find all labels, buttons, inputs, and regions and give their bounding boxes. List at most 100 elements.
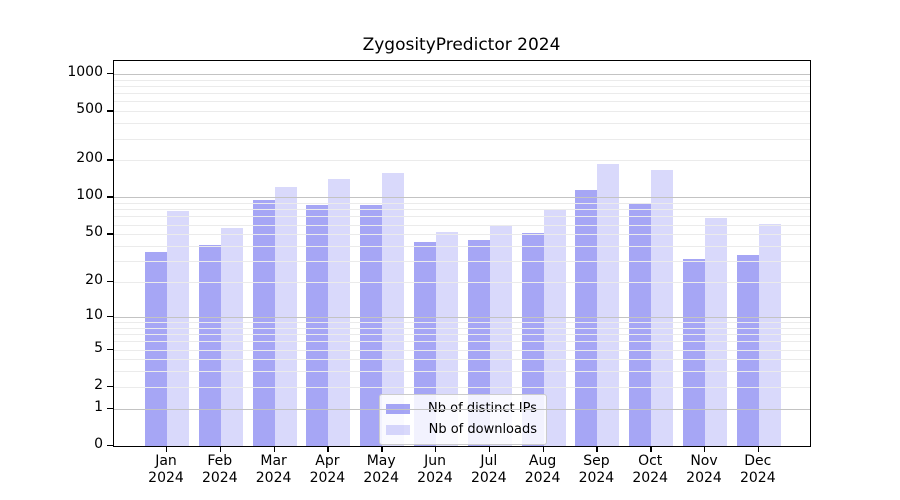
x-tick-label: Aug 2024 bbox=[524, 453, 561, 486]
bar-downloads-nov-2024 bbox=[705, 217, 727, 446]
x-tick-label: Apr 2024 bbox=[309, 453, 346, 486]
minor-gridline bbox=[114, 123, 810, 125]
x-tick-label: Dec 2024 bbox=[739, 453, 776, 486]
x-axis-tick bbox=[435, 446, 437, 452]
minor-gridline bbox=[114, 334, 810, 336]
legend-label-downloads: Nb of downloads bbox=[428, 422, 537, 437]
minor-gridline bbox=[114, 282, 810, 284]
minor-gridline bbox=[114, 341, 810, 343]
y-tick-label: 20 bbox=[85, 272, 103, 289]
y-tick-label: 1000 bbox=[67, 63, 103, 80]
x-axis-tick bbox=[704, 446, 706, 452]
x-tick-label: May 2024 bbox=[363, 453, 399, 486]
y-tick-label: 10 bbox=[85, 306, 103, 323]
y-tick-label: 2 bbox=[94, 376, 103, 393]
major-gridline bbox=[114, 73, 810, 75]
x-axis-tick bbox=[273, 446, 275, 452]
minor-gridline bbox=[114, 349, 810, 351]
y-tick-label: 5 bbox=[94, 339, 103, 356]
minor-gridline bbox=[114, 234, 810, 236]
x-axis-tick bbox=[219, 446, 222, 452]
minor-gridline bbox=[114, 371, 810, 373]
x-tick-label: Nov 2024 bbox=[686, 453, 722, 486]
bar-downloads-apr-2024 bbox=[328, 178, 351, 446]
x-axis-tick bbox=[381, 446, 383, 452]
minor-gridline bbox=[114, 359, 810, 361]
minor-gridline bbox=[114, 79, 810, 81]
x-axis-tick bbox=[327, 446, 329, 452]
minor-gridline bbox=[114, 138, 810, 140]
minor-gridline bbox=[114, 246, 810, 247]
minor-gridline bbox=[114, 322, 810, 323]
downloads-swatch bbox=[386, 424, 410, 435]
y-axis-tick bbox=[107, 348, 113, 350]
bar-distinct-ips-apr-2024 bbox=[306, 204, 329, 446]
minor-gridline bbox=[114, 111, 810, 113]
bar-downloads-jun-2024 bbox=[436, 232, 458, 446]
minor-gridline bbox=[114, 85, 810, 87]
bar-downloads-sep-2024 bbox=[597, 163, 620, 446]
bar-downloads-may-2024 bbox=[382, 172, 405, 446]
x-axis-tick bbox=[488, 446, 491, 452]
y-tick-label: 500 bbox=[76, 101, 103, 118]
y-axis-tick bbox=[107, 445, 113, 447]
minor-gridline bbox=[114, 93, 810, 95]
major-gridline bbox=[114, 408, 810, 410]
x-axis-tick bbox=[596, 446, 598, 452]
y-axis-tick bbox=[107, 233, 113, 235]
y-axis-tick bbox=[107, 159, 113, 161]
bar-downloads-oct-2024 bbox=[651, 169, 674, 446]
y-axis-tick bbox=[107, 110, 113, 112]
y-tick-label: 1 bbox=[94, 398, 103, 415]
minor-gridline bbox=[114, 101, 810, 103]
x-tick-label: Sep 2024 bbox=[578, 453, 615, 486]
x-axis-tick bbox=[757, 446, 760, 452]
bar-distinct-ips-feb-2024 bbox=[198, 244, 221, 446]
bar-distinct-ips-sep-2024 bbox=[575, 190, 598, 446]
minor-gridline bbox=[114, 209, 810, 211]
legend-row-downloads: Nb of downloads bbox=[386, 422, 537, 437]
bar-distinct-ips-jan-2024 bbox=[145, 251, 167, 446]
y-tick-label: 50 bbox=[85, 224, 103, 241]
minor-gridline bbox=[114, 203, 810, 205]
minor-gridline bbox=[114, 261, 810, 263]
x-tick-label: Feb 2024 bbox=[201, 453, 238, 486]
minor-gridline bbox=[114, 386, 810, 388]
bar-distinct-ips-oct-2024 bbox=[629, 203, 652, 446]
bar-downloads-mar-2024 bbox=[274, 186, 297, 446]
distinct-ips-swatch bbox=[386, 403, 410, 414]
x-tick-label: Jul 2024 bbox=[470, 453, 507, 486]
y-tick-label: 0 bbox=[94, 436, 103, 452]
x-axis-tick bbox=[542, 446, 544, 452]
major-gridline bbox=[114, 316, 810, 318]
bar-downloads-jul-2024 bbox=[489, 226, 512, 446]
minor-gridline bbox=[114, 160, 810, 162]
y-axis-tick bbox=[107, 72, 113, 75]
x-tick-label: Oct 2024 bbox=[632, 453, 668, 486]
bar-distinct-ips-aug-2024 bbox=[521, 233, 544, 446]
x-tick-label: Mar 2024 bbox=[255, 453, 292, 486]
y-axis-tick bbox=[107, 196, 113, 198]
legend-label-distinct-ips: Nb of distinct IPs bbox=[428, 401, 537, 416]
x-axis-tick bbox=[166, 446, 168, 452]
chart-title: ZygosityPredictor 2024 bbox=[362, 35, 561, 55]
x-axis-tick bbox=[650, 446, 652, 452]
major-gridline bbox=[114, 197, 810, 199]
x-tick-label: Jun 2024 bbox=[417, 453, 453, 486]
x-tick-label: Jan 2024 bbox=[148, 453, 184, 486]
plot-area: Nb of distinct IPs Nb of downloads bbox=[113, 60, 811, 447]
bar-distinct-ips-may-2024 bbox=[360, 204, 383, 446]
y-axis-tick bbox=[107, 385, 113, 388]
y-tick-label: 200 bbox=[76, 150, 103, 167]
y-axis-tick bbox=[107, 315, 113, 318]
legend: Nb of distinct IPs Nb of downloads bbox=[379, 394, 547, 445]
y-axis-tick bbox=[107, 407, 113, 410]
bar-distinct-ips-nov-2024 bbox=[683, 259, 705, 446]
legend-row-distinct-ips: Nb of distinct IPs bbox=[386, 401, 537, 416]
y-tick-label: 100 bbox=[76, 187, 103, 204]
y-axis-tick bbox=[107, 281, 113, 283]
minor-gridline bbox=[114, 224, 810, 226]
minor-gridline bbox=[114, 216, 810, 218]
minor-gridline bbox=[114, 327, 810, 329]
